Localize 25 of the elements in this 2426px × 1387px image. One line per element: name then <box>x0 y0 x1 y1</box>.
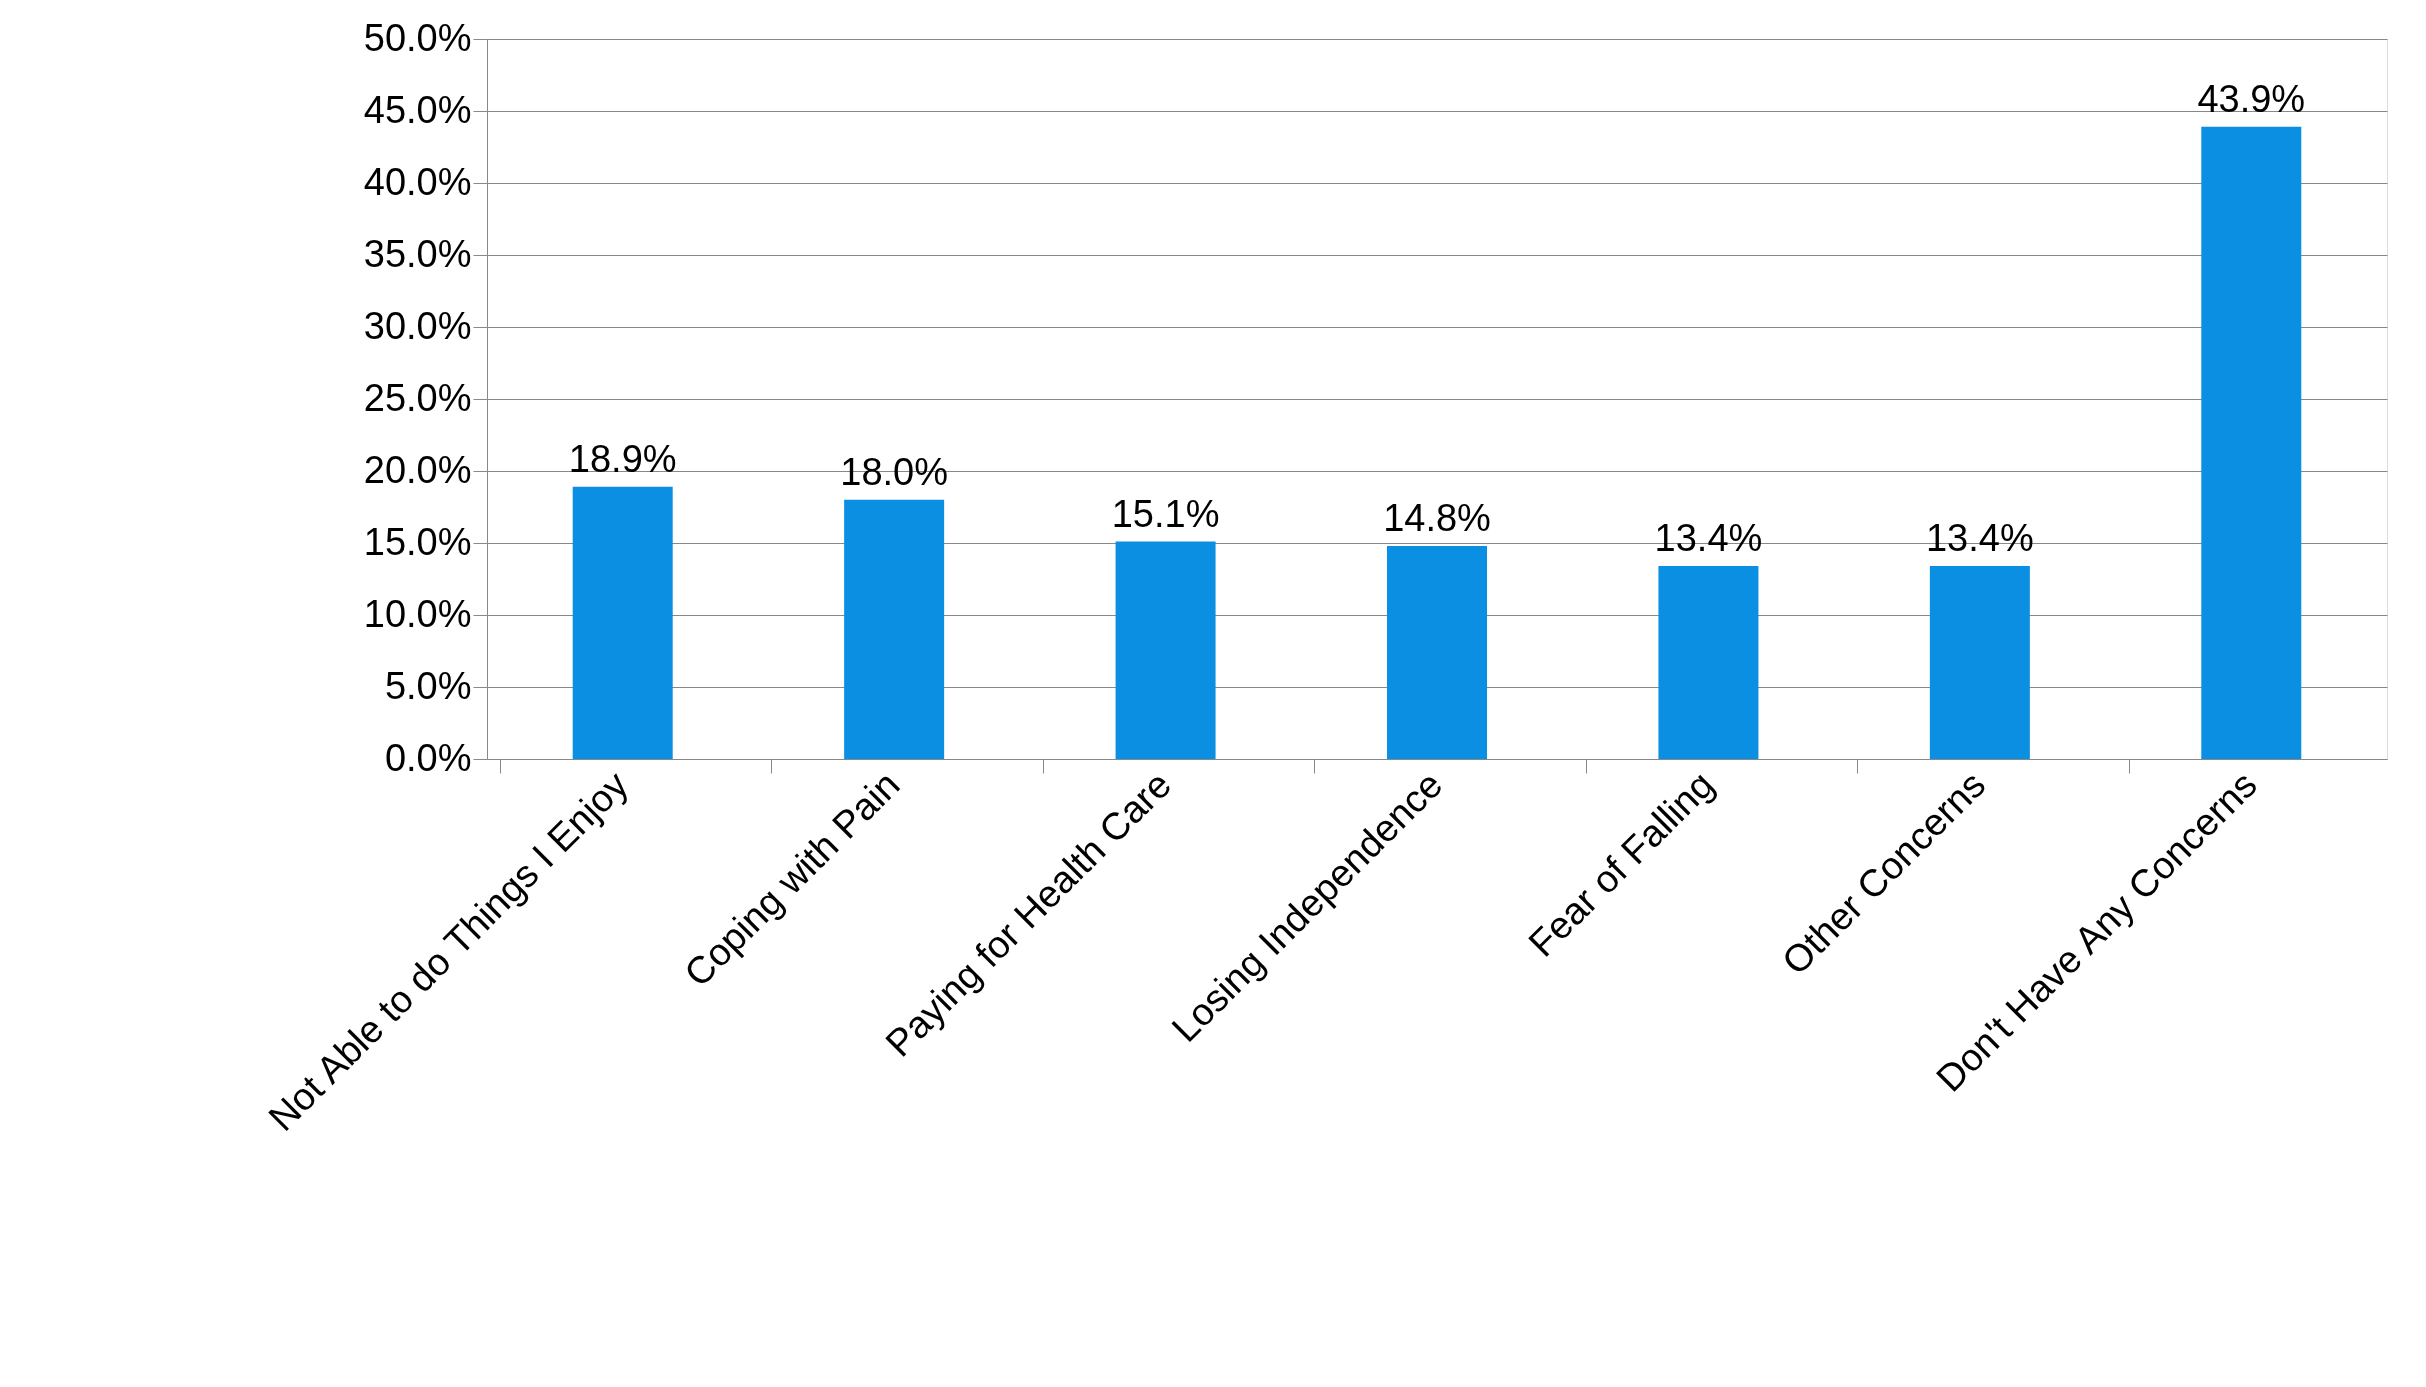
y-tick-label: 35.0% <box>363 232 472 275</box>
y-tick-label: 25.0% <box>363 376 472 419</box>
y-tick-label: 40.0% <box>363 160 472 203</box>
y-tick-label: 0.0% <box>384 736 472 779</box>
bar <box>1387 545 1487 759</box>
data-label: 18.9% <box>568 437 677 480</box>
data-label: 15.1% <box>1111 492 1220 535</box>
data-label: 13.4% <box>1654 517 1763 560</box>
y-tick-label: 10.0% <box>363 592 472 635</box>
bar <box>1929 566 2030 759</box>
data-label: 18.0% <box>840 450 949 493</box>
bar <box>572 486 673 759</box>
bar <box>2201 126 2302 759</box>
y-tick-label: 5.0% <box>384 664 472 707</box>
data-label: 43.9% <box>2197 77 2306 120</box>
y-tick-label: 45.0% <box>363 88 472 131</box>
bar <box>1658 566 1759 759</box>
data-label: 14.8% <box>1383 496 1491 539</box>
y-tick-label: 20.0% <box>363 448 472 491</box>
y-tick-label: 15.0% <box>363 520 472 563</box>
data-label: 13.4% <box>1925 517 2034 560</box>
y-tick-label: 30.0% <box>363 304 472 347</box>
bar <box>844 499 945 759</box>
y-tick-label: 50.0% <box>363 16 472 59</box>
bar <box>1115 541 1216 759</box>
